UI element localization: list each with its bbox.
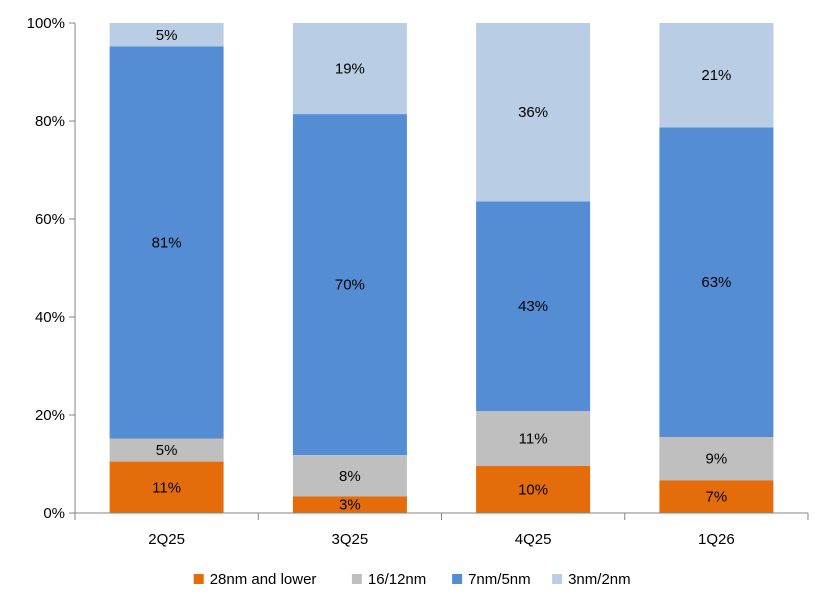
legend-label-3: 3nm/2nm (568, 571, 631, 588)
data-label-1q26-2: 63% (701, 274, 731, 291)
legend-swatch-0 (193, 574, 204, 584)
x-tick-label-3q25: 3Q25 (332, 531, 369, 548)
axes-layer: 0% 20% 40% 60% 80% 100% 2Q25 3Q25 4Q25 1Q26 (27, 15, 809, 548)
bar-segment-3q25-2 (292, 114, 407, 456)
data-label-2q25-2: 81% (152, 235, 182, 252)
bar-segment-2q25-0 (109, 461, 224, 513)
y-tick-label: 0% (43, 505, 65, 522)
x-tick-label-4q25: 4Q25 (515, 531, 552, 548)
legend-label-0: 28nm and lower (210, 571, 317, 588)
x-tick-label-1q26: 1Q26 (698, 531, 735, 548)
data-label-2q25-3: 5% (156, 27, 178, 44)
y-tick-label: 100% (27, 15, 65, 32)
data-label-1q26-3: 21% (701, 67, 731, 84)
data-label-3q25-3: 19% (335, 61, 365, 78)
bar-segment-1q26-0 (659, 480, 774, 513)
legend-swatch-2 (452, 574, 463, 584)
legend-label-1: 16/12nm (368, 571, 426, 588)
bar-segment-1q26-2 (659, 127, 774, 438)
data-labels-layer: 11% 5% 81% 5% 3% 8% 70% 19% 10% 11% 43% 36% 7% 9% 63% 2… (152, 27, 732, 514)
bar-segment-4q25-0 (476, 466, 591, 513)
bar-segment-2q25-1 (109, 438, 224, 462)
bar-segment-3q25-0 (292, 496, 407, 513)
x-tick-label-2q25: 2Q25 (148, 531, 185, 548)
y-tick-label: 80% (35, 113, 65, 130)
legend-label-2: 7nm/5nm (468, 571, 531, 588)
data-label-3q25-0: 3% (339, 497, 361, 514)
data-label-3q25-2: 70% (335, 277, 365, 294)
data-label-1q26-1: 9% (706, 451, 728, 468)
bar-segment-3q25-3 (292, 23, 407, 115)
bar-segment-3q25-1 (292, 455, 407, 497)
y-tick-label: 20% (35, 407, 65, 424)
legend: 28nm and lower 16/12nm 7nm/5nm 3nm/2nm (193, 571, 631, 588)
y-tick-label: 40% (35, 309, 65, 326)
bar-segment-4q25-2 (476, 201, 591, 412)
bar-segment-2q25-2 (109, 46, 224, 439)
y-tick-label: 60% (35, 211, 65, 228)
bar-segment-1q26-1 (659, 437, 774, 481)
data-label-1q26-0: 7% (706, 489, 728, 506)
bar-segment-2q25-3 (109, 23, 224, 47)
legend-swatch-1 (351, 574, 362, 584)
bars-layer (109, 23, 774, 513)
data-label-2q25-0: 11% (152, 479, 181, 496)
bar-segment-4q25-3 (476, 23, 591, 202)
legend-swatch-3 (552, 574, 563, 584)
data-label-3q25-1: 8% (339, 468, 361, 485)
data-label-4q25-2: 43% (518, 298, 548, 315)
data-label-4q25-1: 11% (519, 431, 548, 448)
bar-segment-4q25-1 (476, 411, 591, 466)
data-label-4q25-3: 36% (518, 104, 548, 121)
bar-segment-1q26-3 (659, 23, 774, 128)
data-label-4q25-0: 10% (518, 482, 548, 499)
data-label-2q25-1: 5% (156, 442, 178, 459)
